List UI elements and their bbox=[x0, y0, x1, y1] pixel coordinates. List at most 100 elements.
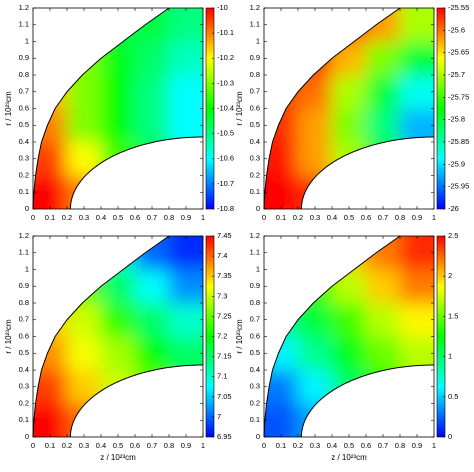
cell bbox=[264, 108, 299, 143]
field-cells bbox=[264, 236, 434, 437]
inner-boundary bbox=[300, 136, 435, 210]
cell bbox=[365, 302, 401, 337]
x-tick-label: 1 bbox=[432, 213, 436, 222]
cell bbox=[33, 403, 68, 437]
cell bbox=[264, 336, 299, 371]
y-tick-label: 0.1 bbox=[250, 415, 260, 424]
y-tick-label: 0.8 bbox=[19, 298, 29, 307]
cell bbox=[134, 269, 170, 304]
field bbox=[264, 8, 434, 209]
x-tick-label: 0.7 bbox=[147, 213, 157, 222]
cell bbox=[66, 141, 102, 176]
cell bbox=[134, 8, 170, 42]
x-tick-label: 0.3 bbox=[79, 441, 89, 450]
cell bbox=[66, 74, 102, 109]
colorbar-tick-label: 7.3 bbox=[217, 291, 227, 300]
x-tick-label: 0.1 bbox=[45, 213, 55, 222]
cell bbox=[297, 108, 333, 143]
y-tick-label: 0.2 bbox=[250, 170, 260, 179]
cell bbox=[100, 41, 136, 76]
y-tick-label: 0.9 bbox=[19, 281, 29, 290]
y-tick-label: 0.3 bbox=[19, 382, 29, 391]
y-tick-label: 1 bbox=[256, 264, 260, 273]
y-tick-label: 0.8 bbox=[250, 70, 260, 79]
colorbar-tick-label: -25.8 bbox=[448, 115, 465, 124]
colorbar-tick-label: 7.15 bbox=[217, 352, 232, 361]
y-tick-label: 0.4 bbox=[19, 137, 29, 146]
x-tick-label: 0.1 bbox=[276, 441, 286, 450]
x-tick-label: 0.3 bbox=[310, 213, 320, 222]
y-tick-label: 0.7 bbox=[250, 87, 260, 96]
cell bbox=[33, 74, 68, 109]
colorbar-tick-label: 7.25 bbox=[217, 311, 232, 320]
y-tick-label: 0.2 bbox=[250, 398, 260, 407]
y-tick-label: 0.4 bbox=[250, 365, 260, 374]
cell bbox=[168, 236, 203, 270]
y-tick-label: 0 bbox=[25, 432, 29, 441]
field-cells bbox=[264, 8, 434, 209]
cell bbox=[66, 369, 102, 404]
inner-boundary bbox=[300, 364, 435, 438]
cell bbox=[100, 141, 136, 176]
y-tick-label: 0.4 bbox=[19, 365, 29, 374]
cell bbox=[134, 41, 170, 76]
colorbar-tick-label: 0 bbox=[448, 432, 452, 441]
cell bbox=[297, 302, 333, 337]
cell bbox=[297, 369, 333, 404]
y-tick-label: 0.9 bbox=[19, 53, 29, 62]
cell bbox=[264, 175, 299, 209]
y-axis-label: r / 10²³cm bbox=[4, 91, 13, 126]
cell bbox=[134, 302, 170, 337]
x-tick-label: 1 bbox=[432, 441, 436, 450]
cell bbox=[399, 74, 434, 109]
colorbar-tick-label: 7.1 bbox=[217, 372, 227, 381]
cell bbox=[365, 336, 401, 371]
x-tick-label: 0.4 bbox=[96, 441, 106, 450]
y-axis-label: r / 10²³cm bbox=[235, 91, 244, 126]
cell bbox=[365, 41, 401, 76]
colorbar-tick-label: -26 bbox=[448, 204, 459, 213]
inner-boundary bbox=[69, 136, 204, 210]
colorbar bbox=[436, 7, 446, 210]
colorbar-tick-label: 6.95 bbox=[217, 432, 232, 441]
x-tick-label: 0.4 bbox=[96, 213, 106, 222]
cell bbox=[134, 236, 170, 270]
colorbar-tick-label: 7.2 bbox=[217, 331, 227, 340]
cell bbox=[100, 302, 136, 337]
cell bbox=[365, 369, 401, 404]
field bbox=[33, 236, 203, 437]
cell bbox=[399, 236, 434, 270]
colorbar-tick-label: -10.8 bbox=[217, 204, 234, 213]
cell bbox=[100, 369, 136, 404]
cell bbox=[100, 236, 136, 270]
cell bbox=[100, 336, 136, 371]
y-tick-label: 0.7 bbox=[250, 315, 260, 324]
cell bbox=[399, 8, 434, 42]
colorbar-tick-label: -25.6 bbox=[448, 25, 465, 34]
x-tick-label: 0.5 bbox=[113, 441, 123, 450]
cell bbox=[264, 403, 299, 437]
y-tick-label: 0.8 bbox=[250, 298, 260, 307]
field-cells bbox=[33, 8, 203, 209]
cell bbox=[66, 108, 102, 143]
y-tick-label: 1.2 bbox=[250, 231, 260, 240]
x-tick-label: 0.5 bbox=[344, 441, 354, 450]
x-tick-label: 0.2 bbox=[62, 213, 72, 222]
colorbar-tick-label: -10.5 bbox=[217, 129, 234, 138]
y-tick-label: 0 bbox=[256, 204, 260, 213]
cell bbox=[331, 302, 367, 337]
cell bbox=[134, 369, 170, 404]
cell bbox=[297, 269, 333, 304]
cell bbox=[399, 269, 434, 304]
cell bbox=[66, 269, 102, 304]
cell bbox=[365, 74, 401, 109]
x-tick-label: 0 bbox=[31, 441, 35, 450]
x-tick-label: 0.6 bbox=[361, 441, 371, 450]
y-tick-label: 0.7 bbox=[19, 87, 29, 96]
x-tick-label: 0.6 bbox=[130, 441, 140, 450]
colorbar-tick-label: 2 bbox=[448, 271, 452, 280]
x-tick-label: 1 bbox=[201, 441, 205, 450]
field-cells bbox=[33, 236, 203, 437]
y-tick-label: 0.3 bbox=[250, 382, 260, 391]
colorbar-tick-label: 1.5 bbox=[448, 311, 458, 320]
